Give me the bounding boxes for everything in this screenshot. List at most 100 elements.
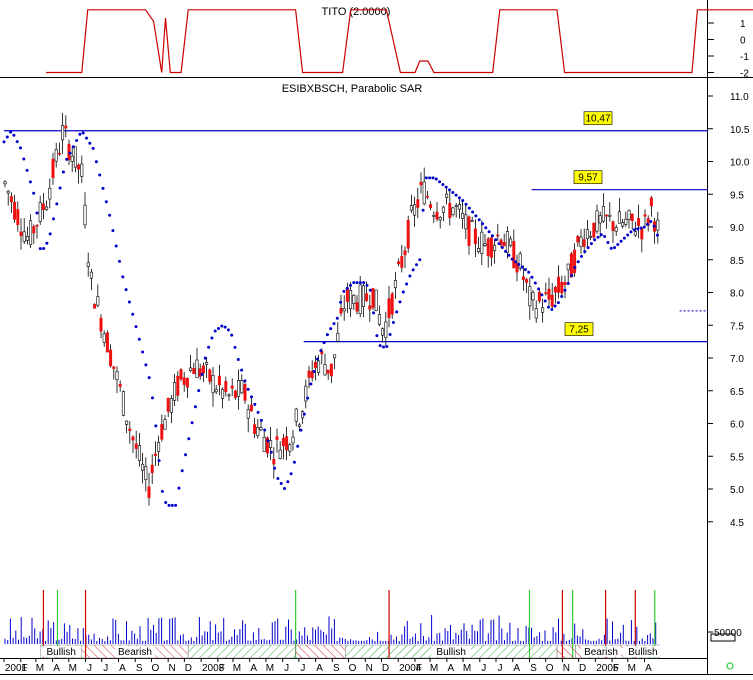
sar-dot [332,322,336,326]
sar-dot [193,405,197,409]
price-tick-label: 10.5 [730,125,750,136]
candle-body [563,282,567,286]
sar-dot [424,176,428,180]
sar-dot [560,295,564,299]
candle-body [262,436,266,452]
candle-body [141,463,145,471]
candle-body [605,214,609,217]
sar-dot [12,133,16,137]
candle-body [473,228,477,245]
candle-body [502,241,506,247]
sar-dot [372,311,376,315]
sar-dot [289,472,293,476]
candle-body [454,205,458,207]
scroll-box[interactable] [710,633,736,642]
trend-band [556,644,576,659]
sar-dot [586,246,590,250]
candle-body [573,249,577,273]
sar-dot [147,376,151,380]
sar-dot [566,281,570,285]
sar-dot [302,412,306,416]
sar-dot [593,238,597,242]
candle-body [198,368,202,377]
sar-dot [38,247,42,251]
sar-dot [339,300,343,304]
price-tick-label: 5.5 [730,452,744,463]
time-tick-label: A [448,663,455,674]
sar-dot [137,337,141,341]
candle-body [441,206,445,213]
candle-body [291,436,295,444]
sar-dot [68,151,72,155]
sar-dot [306,396,310,400]
sar-dot [514,260,517,264]
candle-body [304,385,308,402]
candle-body [109,349,113,367]
candle-body [614,227,618,232]
time-tick-label: M [233,663,241,674]
sar-dot [226,328,230,332]
sar-dot [355,281,359,285]
sar-dot [431,176,435,180]
tito-title: TITO (2.0000) [322,6,391,18]
sar-dot [484,226,488,230]
sar-dot [507,253,511,257]
candle-body [182,377,186,385]
sar-dot [259,418,263,422]
sar-dot [253,402,257,406]
candle-body [550,294,554,307]
candle-body [13,201,17,220]
candle-body [483,243,487,246]
candle-body [253,424,257,434]
sar-dot [217,326,220,330]
candle-body [448,203,452,219]
candle-body [393,280,397,289]
sar-dot [596,235,600,239]
sar-dot [312,370,316,374]
candle-body [144,466,148,480]
candle-body [317,360,321,373]
candle-body [429,204,433,209]
sar-dot [22,157,26,161]
candle-body [173,382,177,401]
time-tick-label: M [69,663,77,674]
candle-body [115,370,119,381]
price-tick-label: 5.0 [730,485,744,496]
candle-body [329,363,333,377]
sar-dot [573,265,577,269]
sar-dot [441,182,445,186]
candle-body [579,236,583,248]
settings-icon[interactable] [726,662,734,670]
sar-dot [273,466,277,470]
sar-dot [382,345,385,349]
sar-dot [263,428,267,432]
sar-dot [599,233,603,237]
sar-dot [58,186,62,190]
sar-dot [642,225,646,229]
sar-dot [606,240,610,244]
candle-body [333,354,337,359]
sar-dot [636,227,640,231]
time-tick-label: O [349,663,357,674]
sar-dot [448,188,451,192]
sar-dot [378,344,382,348]
candle-body [438,217,442,221]
time-tick-label: J [284,663,289,674]
sar-dot [418,258,422,262]
sar-dot [467,206,471,210]
sar-dot [322,341,326,345]
candle-body [416,199,420,208]
sar-dot [230,333,234,337]
candle-body [352,294,356,304]
sar-dot [632,228,636,232]
candle-body [128,428,132,431]
candle-body [512,241,516,268]
sar-dot [609,246,613,250]
sar-dot [167,503,171,507]
candle-body [153,453,157,456]
candle-body [166,397,170,412]
sar-dot [395,310,399,314]
candle-body [576,236,580,243]
candle-body [51,158,55,179]
